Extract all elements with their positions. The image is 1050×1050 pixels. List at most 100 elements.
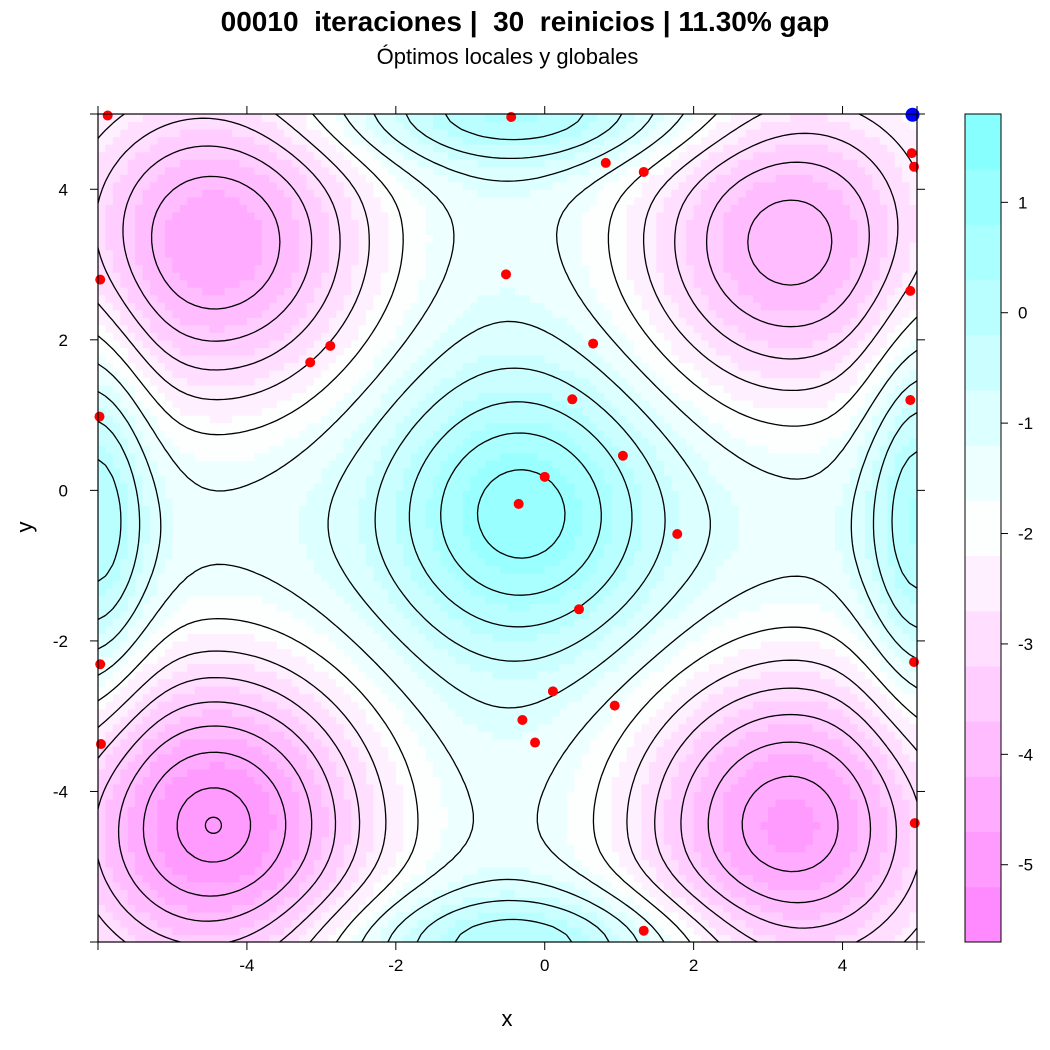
heatmap-cell bbox=[723, 851, 732, 860]
heatmap-cell bbox=[254, 829, 263, 838]
heatmap-cell bbox=[165, 904, 174, 913]
heatmap-cell bbox=[462, 851, 471, 860]
heatmap-cell bbox=[425, 768, 434, 777]
heatmap-cell bbox=[559, 678, 568, 687]
heatmap-cell bbox=[552, 633, 561, 642]
heatmap-cell bbox=[447, 896, 456, 905]
heatmap-cell bbox=[589, 693, 598, 702]
heatmap-cell bbox=[559, 655, 568, 665]
heatmap-cell bbox=[514, 919, 523, 928]
heatmap-cell bbox=[857, 746, 866, 755]
heatmap-cell bbox=[179, 919, 188, 928]
heatmap-cell bbox=[641, 678, 650, 687]
heatmap-cell bbox=[403, 866, 412, 875]
heatmap-cell bbox=[537, 866, 546, 875]
heatmap-cell bbox=[157, 633, 166, 642]
heatmap-cell bbox=[380, 753, 389, 762]
heatmap-cell bbox=[574, 791, 583, 800]
heatmap-cell bbox=[686, 768, 695, 777]
heatmap-cell bbox=[150, 693, 159, 702]
heatmap-cell bbox=[894, 836, 903, 845]
heatmap-cell bbox=[127, 896, 136, 905]
heatmap-cell bbox=[529, 783, 538, 793]
heatmap-cell bbox=[753, 851, 762, 860]
heatmap-cell bbox=[842, 829, 851, 838]
heatmap-cell bbox=[879, 806, 888, 815]
heatmap-cell bbox=[902, 678, 911, 687]
heatmap-cell bbox=[447, 761, 456, 770]
heatmap-cell bbox=[552, 663, 561, 672]
heatmap-cell bbox=[455, 716, 464, 725]
heatmap-cell bbox=[440, 738, 449, 747]
heatmap-cell bbox=[276, 761, 285, 770]
heatmap-cell bbox=[879, 874, 888, 883]
heatmap-cell bbox=[529, 919, 538, 928]
heatmap-cell bbox=[678, 625, 687, 634]
heatmap-cell bbox=[150, 738, 159, 747]
heatmap-cell bbox=[872, 640, 881, 650]
heatmap-cell bbox=[291, 693, 300, 702]
heatmap-cell bbox=[254, 595, 263, 604]
heatmap-cell bbox=[805, 761, 814, 770]
heatmap-cell bbox=[209, 934, 218, 943]
heatmap-cell bbox=[492, 603, 501, 612]
heatmap-cell bbox=[604, 836, 613, 845]
heatmap-cell bbox=[574, 640, 583, 650]
heatmap-cell bbox=[224, 806, 233, 815]
heatmap-cell bbox=[887, 603, 896, 612]
heatmap-cell bbox=[366, 708, 375, 717]
heatmap-cell bbox=[455, 904, 464, 913]
heatmap-cell bbox=[507, 911, 516, 921]
heatmap-cell bbox=[165, 633, 174, 642]
heatmap-cell bbox=[768, 911, 777, 921]
heatmap-cell bbox=[455, 919, 464, 928]
heatmap-cell bbox=[380, 663, 389, 672]
heatmap-cell bbox=[790, 663, 799, 672]
heatmap-cell bbox=[261, 708, 270, 717]
heatmap-cell bbox=[894, 761, 903, 770]
heatmap-cell bbox=[805, 625, 814, 634]
heatmap-cell bbox=[500, 753, 509, 762]
heatmap-cell bbox=[879, 761, 888, 770]
heatmap-cell bbox=[715, 716, 725, 725]
heatmap-cell bbox=[142, 768, 151, 777]
heatmap-cell bbox=[909, 640, 918, 650]
heatmap-cell bbox=[574, 889, 583, 898]
heatmap-cell bbox=[105, 625, 114, 634]
heatmap-cell bbox=[805, 768, 814, 777]
heatmap-cell bbox=[425, 686, 434, 695]
heatmap-cell bbox=[909, 723, 918, 732]
heatmap-cell bbox=[485, 610, 494, 619]
heatmap-cell bbox=[745, 836, 754, 845]
heatmap-cell bbox=[395, 783, 404, 793]
heatmap-cell bbox=[514, 844, 523, 853]
heatmap-cell bbox=[470, 814, 479, 823]
heatmap-cell bbox=[217, 874, 226, 883]
heatmap-cell bbox=[753, 610, 762, 619]
heatmap-cell bbox=[872, 648, 881, 657]
heatmap-cell bbox=[879, 716, 888, 725]
heatmap-cell bbox=[678, 896, 687, 905]
heatmap-cell bbox=[261, 926, 270, 936]
heatmap-cell bbox=[678, 866, 687, 875]
heatmap-cell bbox=[589, 926, 598, 936]
heatmap-cell bbox=[894, 655, 903, 665]
heatmap-cell bbox=[172, 633, 181, 642]
heatmap-cell bbox=[187, 934, 196, 943]
heatmap-cell bbox=[849, 731, 859, 740]
heatmap-cell bbox=[782, 678, 792, 687]
heatmap-cell bbox=[760, 881, 769, 890]
heatmap-cell bbox=[462, 678, 471, 687]
heatmap-cell bbox=[760, 648, 769, 657]
heatmap-cell bbox=[872, 753, 881, 762]
heatmap-cell bbox=[812, 859, 821, 868]
heatmap-cell bbox=[98, 633, 107, 642]
heatmap-cell bbox=[328, 881, 337, 890]
heatmap-cell bbox=[529, 874, 538, 883]
heatmap-cell bbox=[663, 889, 672, 898]
heatmap-cell bbox=[805, 618, 814, 627]
heatmap-cell bbox=[366, 821, 375, 830]
heatmap-cell bbox=[261, 851, 270, 860]
heatmap-cell bbox=[425, 934, 434, 943]
heatmap-cell bbox=[187, 610, 196, 619]
